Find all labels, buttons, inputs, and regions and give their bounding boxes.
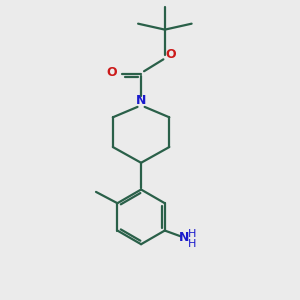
Text: N: N [136,94,146,107]
Text: H: H [188,239,196,249]
Text: O: O [106,66,117,79]
Text: H: H [188,229,196,238]
Text: O: O [165,48,175,61]
Text: N: N [179,232,189,244]
